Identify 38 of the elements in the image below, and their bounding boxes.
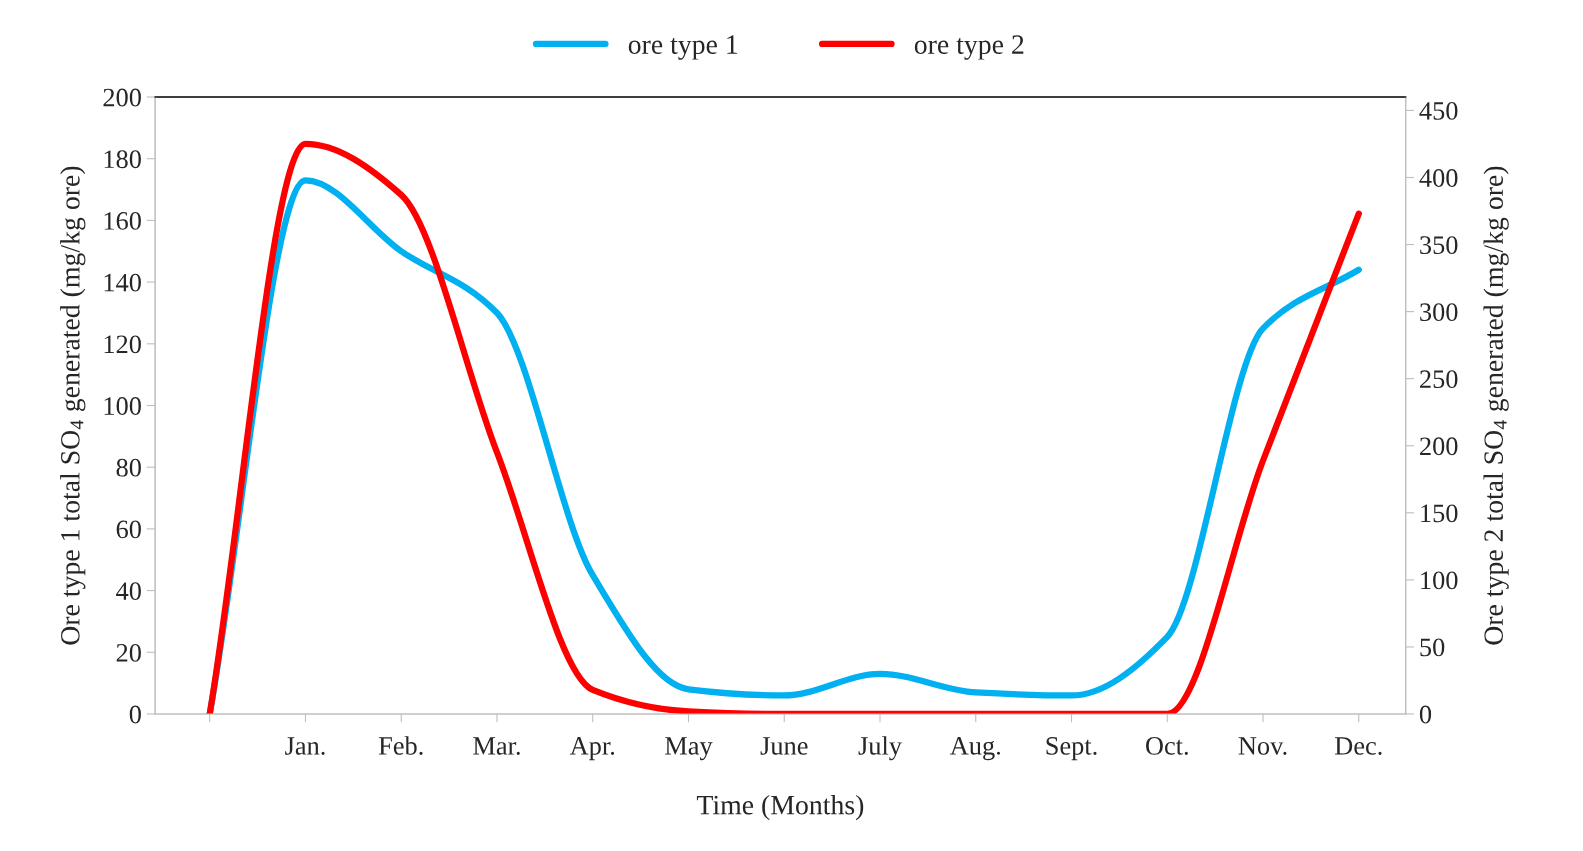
legend-label: ore type 1	[628, 35, 738, 60]
y-tick-label: 180	[104, 150, 141, 169]
y-tick-label: 60	[116, 520, 141, 539]
x-tick-label: July	[858, 736, 902, 761]
y-tick-label: 160	[104, 212, 141, 230]
y-tick-label: 120	[104, 335, 141, 354]
y-tick-label: 100	[104, 397, 141, 415]
x-tick-label: Sept.	[1046, 737, 1097, 761]
y2-tick-label: 100	[1421, 571, 1458, 590]
y2-tick-label: 300	[1420, 303, 1458, 322]
x-tick-label: Aug.	[950, 737, 1001, 761]
x-axis-title: Time (Months)	[696, 794, 864, 821]
y2-tick-label: 450	[1419, 102, 1458, 120]
y-tick-label: 140	[104, 273, 141, 292]
x-tick-label: Nov.	[1238, 737, 1287, 755]
x-tick-label: Feb.	[378, 736, 423, 755]
legend-label: ore type 2	[914, 35, 1024, 60]
y2-axis-title: Ore type 2 total SO$_{4}$ generated (mg/kg ore)	[1483, 166, 1509, 645]
y2-tick-label: 350	[1420, 236, 1458, 254]
y-tick-label: 200	[103, 88, 141, 107]
y-axis-title: Ore type 1 total SO$_{4}$ generated (mg/kg ore)	[60, 166, 86, 645]
y-tick-label: 0	[129, 705, 141, 724]
x-tick-label: May	[665, 737, 713, 761]
y-tick-label: 80	[116, 458, 141, 477]
y2-tick-label: 150	[1421, 504, 1458, 523]
x-tick-label: Dec.	[1335, 737, 1382, 755]
x-tick-label: June	[760, 737, 808, 755]
x-tick-label: Apr.	[569, 737, 615, 761]
y-tick-label: 20	[116, 643, 141, 662]
x-tick-label: Jan.	[285, 737, 325, 755]
x-tick-label: Oct.	[1146, 737, 1188, 755]
y2-tick-label: 250	[1420, 370, 1458, 389]
x-tick-label: Mar.	[473, 737, 520, 755]
y2-tick-label: 400	[1419, 169, 1458, 187]
y2-tick-label: 50	[1420, 638, 1445, 657]
y2-tick-label: 0	[1419, 705, 1432, 724]
y-tick-label: 40	[116, 582, 141, 601]
y2-tick-label: 200	[1420, 437, 1458, 456]
